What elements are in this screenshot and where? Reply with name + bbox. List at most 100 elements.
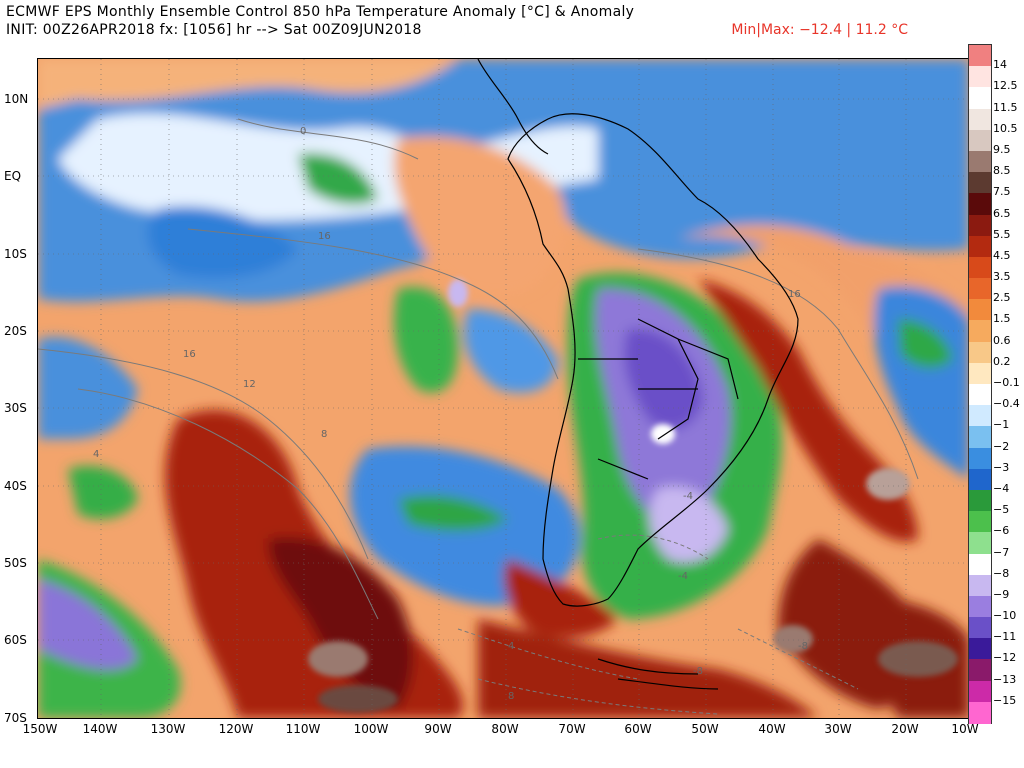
- contour-labels: 0 16 12 8 4 -4 16 16 -4 -8 -8 4 8: [93, 126, 808, 702]
- color-scale-label: 10.5: [993, 121, 1018, 135]
- lon-label: 150W: [22, 722, 58, 736]
- contour-label: 0: [300, 126, 306, 137]
- color-scale-segment: [969, 553, 991, 576]
- color-scale-segment: [969, 595, 991, 618]
- color-scale-label: −4: [993, 481, 1010, 495]
- color-scale-segment: [969, 362, 991, 385]
- contour-label: -4: [678, 571, 688, 582]
- color-scale-label: −2: [993, 439, 1010, 453]
- contour-label: -8: [693, 666, 703, 677]
- contour-label: -4: [683, 491, 693, 502]
- lon-label: 80W: [491, 722, 519, 736]
- lon-label: 60W: [624, 722, 652, 736]
- contour-label: 12: [243, 379, 256, 390]
- lat-label: 50S: [4, 556, 27, 570]
- color-scale-label: 14: [993, 58, 1007, 72]
- lon-label: 70W: [558, 722, 586, 736]
- color-scale-bar: [968, 44, 992, 724]
- color-scale-segment: [969, 701, 991, 724]
- color-scale-segment: [969, 108, 991, 131]
- color-scale-label: −0.1: [993, 376, 1020, 389]
- color-scale-segment: [969, 150, 991, 173]
- lon-label: 120W: [218, 722, 254, 736]
- color-scale-segment: [969, 214, 991, 237]
- coastline: [477, 59, 799, 690]
- min-max-label: Min|Max: −12.4 | 11.2 °C: [731, 22, 908, 38]
- color-scale-label: 8.5: [993, 164, 1011, 178]
- color-scale-segment: [969, 426, 991, 449]
- color-scale-label: 12.5: [993, 79, 1018, 93]
- lat-label: EQ: [4, 169, 22, 183]
- color-scale-label: −1: [993, 418, 1010, 432]
- color-scale-segment: [969, 193, 991, 215]
- color-scale-label: −3: [993, 460, 1010, 474]
- color-scale-segment: [969, 511, 991, 533]
- color-scale-segment: [969, 172, 991, 194]
- color-scale-segment: [969, 659, 991, 682]
- color-scale-label: −12: [993, 651, 1017, 665]
- color-scale-segment: [969, 680, 991, 703]
- contour-label: 8: [321, 429, 327, 440]
- color-scale-label: 0.6: [993, 333, 1011, 347]
- color-scale-segment: [969, 129, 991, 152]
- anomaly-map: 0 16 12 8 4 -4 16 16 -4 -8 -8 4 8: [37, 58, 970, 719]
- color-scale-label: 7.5: [993, 185, 1011, 199]
- contour-lines: [38, 118, 919, 715]
- lat-label: 40S: [4, 479, 27, 493]
- lon-label: 20W: [891, 722, 919, 736]
- lat-label: 30S: [4, 401, 27, 415]
- color-scale-label: −9: [993, 587, 1010, 601]
- color-scale-label: 9.5: [993, 142, 1011, 156]
- lat-label: 70S: [4, 711, 27, 725]
- lon-label: 90W: [424, 722, 452, 736]
- color-scale-segment: [969, 384, 991, 406]
- color-scale-label: 6.5: [993, 206, 1011, 220]
- color-scale-label: −11: [993, 630, 1017, 644]
- color-scale-label: −10: [993, 609, 1017, 623]
- lon-label: 140W: [82, 722, 118, 736]
- color-scale-segment: [969, 341, 991, 364]
- contour-label: 8: [508, 691, 514, 702]
- color-scale-segment: [969, 489, 991, 512]
- color-scale-segment: [969, 299, 991, 321]
- lon-label: 10W: [951, 722, 979, 736]
- lat-lon-grid: [38, 59, 969, 718]
- color-scale-label: 11.5: [993, 100, 1018, 114]
- color-scale-label: 4.5: [993, 248, 1011, 262]
- color-scale-label: −7: [993, 545, 1010, 559]
- chart-title: ECMWF EPS Monthly Ensemble Control 850 h…: [6, 4, 635, 20]
- color-scale-segment: [969, 45, 991, 67]
- color-scale-label: −8: [993, 566, 1010, 580]
- lon-label: 50W: [691, 722, 719, 736]
- color-scale-label: −5: [993, 503, 1010, 517]
- color-scale-segment: [969, 256, 991, 279]
- color-scale-segment: [969, 320, 991, 343]
- color-scale-segment: [969, 405, 991, 427]
- lon-label: 30W: [824, 722, 852, 736]
- color-scale-label: 0.2: [993, 354, 1011, 368]
- map-canvas: 0 16 12 8 4 -4 16 16 -4 -8 -8 4 8: [38, 59, 969, 718]
- lat-label: 20S: [4, 324, 27, 338]
- color-scale-label: −13: [993, 672, 1017, 686]
- color-scale-segment: [969, 617, 991, 639]
- color-scale-segment: [969, 278, 991, 300]
- color-scale-segment: [969, 532, 991, 554]
- color-scale-label: 3.5: [993, 270, 1011, 284]
- color-scale-segment: [969, 574, 991, 597]
- lon-label: 100W: [353, 722, 389, 736]
- init-time-label: INIT: 00Z26APR2018 fx: [1056] hr --> Sat…: [6, 22, 422, 38]
- color-scale-label: −0.4: [993, 397, 1020, 411]
- color-scale-segment: [969, 66, 991, 88]
- lon-label: 40W: [758, 722, 786, 736]
- color-scale-segment: [969, 468, 991, 491]
- lon-label: 110W: [285, 722, 321, 736]
- color-scale-label: 1.5: [993, 312, 1011, 326]
- contour-label: 16: [318, 231, 331, 242]
- contour-label: 4: [508, 641, 514, 652]
- color-scale-label: 2.5: [993, 291, 1011, 305]
- lat-label: 10S: [4, 247, 27, 261]
- color-scale-label: −15: [993, 693, 1017, 707]
- color-scale-segment: [969, 87, 991, 110]
- color-scale-segment: [969, 638, 991, 660]
- lat-label: 60S: [4, 633, 27, 647]
